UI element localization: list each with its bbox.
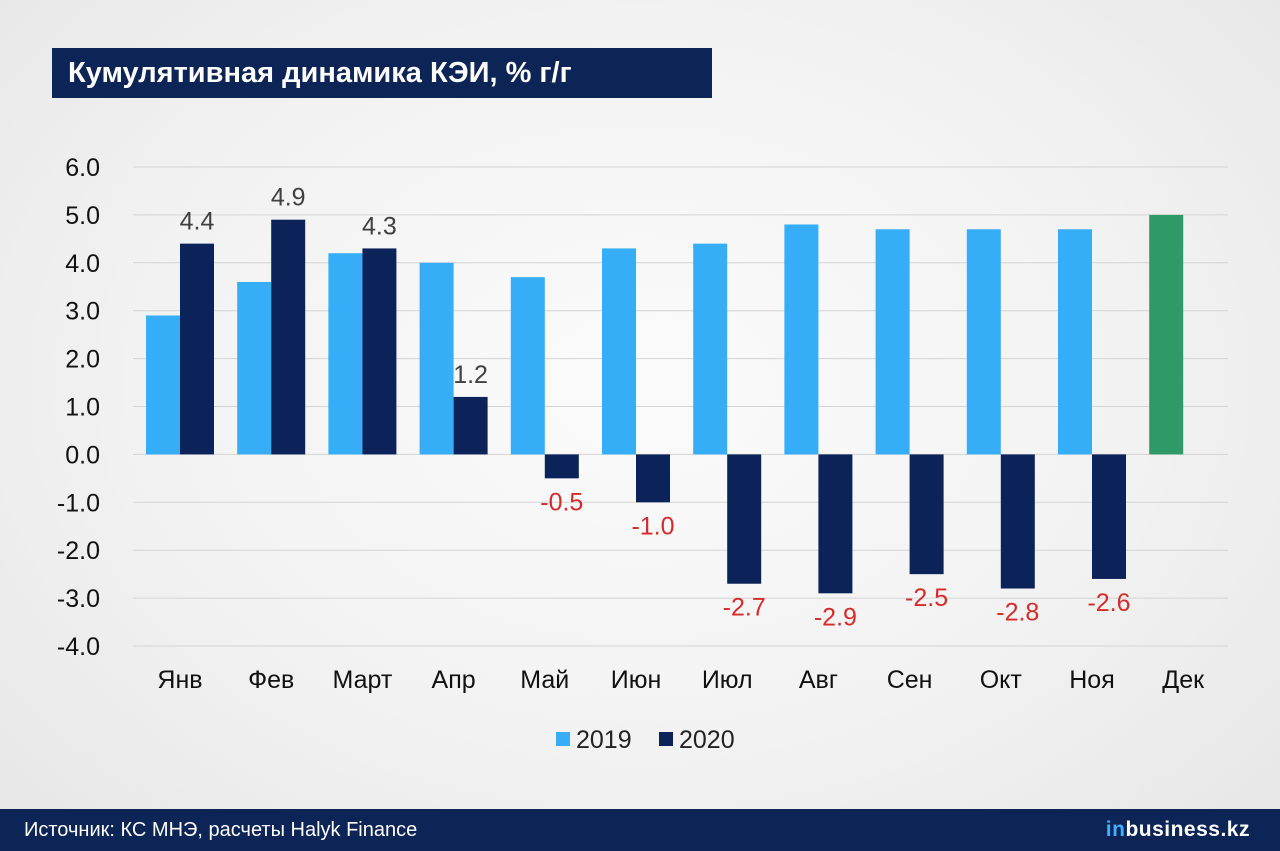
bar-2019 <box>693 243 728 455</box>
bar-2020 <box>727 454 762 584</box>
x-category-label: Май <box>520 666 569 694</box>
chart-area: 6.0 5.0 4.0 3.0 2.0 1.0 0.0 -1.0 -2.0 -3.0 -4.0 4.… <box>57 154 1228 754</box>
y-tick-label: 3.0 <box>65 298 100 326</box>
data-label-2020: -2.6 <box>1087 589 1130 617</box>
data-label-2020: -2.8 <box>996 599 1039 627</box>
data-label-2020: -0.5 <box>540 488 583 516</box>
bar-2019 <box>510 277 545 455</box>
brand-logo: inbusiness.kz <box>1106 809 1250 851</box>
y-tick-label: 4.0 <box>65 250 100 278</box>
bar-2019 <box>328 253 363 455</box>
data-labels: 4.4 4.9 4.3 1.2 -0.5 -1.0 -2.7 -2.9 -2.5 -2.8 -2.6 <box>180 184 1131 632</box>
data-label-2020: -2.5 <box>905 584 948 612</box>
legend-2020-swatch <box>659 732 673 746</box>
data-label-2020: 4.9 <box>271 184 306 212</box>
chart-title: Кумулятивная динамика КЭИ, % г/г <box>52 48 712 98</box>
data-label-2020: 4.3 <box>362 212 397 240</box>
logo-prefix: in <box>1105 818 1126 841</box>
y-tick-label: -1.0 <box>57 489 100 517</box>
bar-2020 <box>362 248 397 455</box>
x-category-label: Апр <box>432 666 476 694</box>
bar-2019 <box>875 229 910 455</box>
bar-2020 <box>909 454 944 575</box>
bar-2019 <box>237 281 272 455</box>
bar-2019 <box>784 224 819 455</box>
bar-2019 <box>146 315 180 455</box>
data-label-2020: 4.4 <box>180 208 215 236</box>
bar-2019 <box>602 248 636 455</box>
bar-2020 <box>1000 454 1035 589</box>
y-tick-label: -2.0 <box>57 537 100 565</box>
y-tick-label: 6.0 <box>65 154 100 182</box>
x-category-label: Сен <box>887 666 933 694</box>
bar-2020 <box>1092 454 1126 579</box>
x-axis-categories: Янв Фев Март Апр Май Июн Июл Авг Сен Окт Ноя Дек <box>157 666 1205 694</box>
bar-2019 <box>966 229 1001 455</box>
y-tick-label: -3.0 <box>57 585 100 613</box>
data-label-2020: -2.9 <box>814 603 857 631</box>
legend-2019-label: 2019 <box>576 726 632 754</box>
legend-2019-swatch <box>556 732 570 746</box>
data-label-2020: -2.7 <box>723 594 766 622</box>
y-tick-label: 2.0 <box>65 346 100 374</box>
logo-suffix: business.kz <box>1125 818 1250 841</box>
x-category-label: Июн <box>611 666 662 694</box>
bar-2019-december-highlight <box>1149 214 1184 455</box>
x-category-label: Янв <box>157 666 202 694</box>
footer-bar: Источник: КС МНЭ, расчеты Halyk Finance … <box>0 809 1280 851</box>
grid-lines <box>133 166 1228 647</box>
bar-2020 <box>818 454 853 594</box>
data-label-2020: -1.0 <box>631 512 674 540</box>
x-category-label: Фев <box>248 666 294 694</box>
x-category-label: Июл <box>702 666 753 694</box>
x-category-label: Окт <box>980 666 1023 694</box>
x-category-label: Март <box>332 666 392 694</box>
data-label-2020: 1.2 <box>453 361 488 389</box>
x-category-label: Авг <box>799 666 838 694</box>
y-tick-label: -4.0 <box>57 633 100 661</box>
bar-2020 <box>636 454 670 503</box>
y-tick-label: 5.0 <box>65 202 100 230</box>
y-tick-label: 1.0 <box>65 394 100 422</box>
bar-2019 <box>1058 229 1092 455</box>
legend: 2019 2020 <box>556 726 735 754</box>
bar-2020 <box>271 219 306 455</box>
bars <box>146 214 1184 594</box>
x-category-label: Ноя <box>1069 666 1115 694</box>
y-axis-ticks: 6.0 5.0 4.0 3.0 2.0 1.0 0.0 -1.0 -2.0 -3.0 -4.0 <box>57 154 100 661</box>
bar-2019 <box>419 262 454 455</box>
y-tick-label: 0.0 <box>65 441 100 469</box>
source-note: Источник: КС МНЭ, расчеты Halyk Finance <box>24 819 418 841</box>
bar-2020 <box>453 396 488 455</box>
bar-2020 <box>180 243 214 455</box>
bar-2020 <box>544 454 579 479</box>
x-category-label: Дек <box>1162 666 1205 694</box>
legend-2020-label: 2020 <box>679 726 735 754</box>
